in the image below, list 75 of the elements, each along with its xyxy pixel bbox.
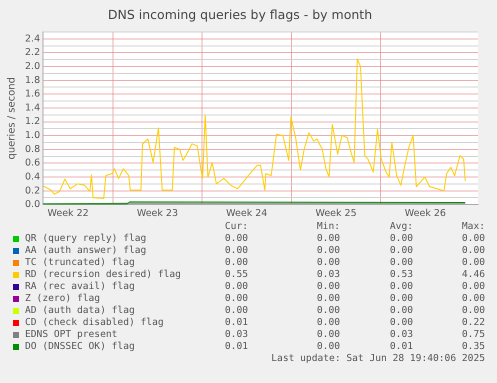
y-tick-label: 0.2: [25, 185, 40, 196]
text: 0.53: [388, 269, 413, 281]
text: 0.00: [316, 317, 340, 329]
legend-label: DO (DNSSEC OK) flag: [25, 341, 135, 353]
y-tick-label: 1.2: [25, 116, 40, 128]
chart-title: DNS incoming queries by flags - by month: [108, 6, 372, 22]
y-tick-label: 1.0: [25, 130, 40, 142]
text: 0.00: [316, 257, 340, 269]
text: 4.46: [460, 269, 485, 281]
x-tick-label: Week 26: [404, 208, 446, 219]
text: 0.00: [224, 245, 248, 257]
text: 0.00: [460, 293, 485, 305]
legend-label: RD (recursion desired) flag: [25, 269, 181, 281]
text: Cur:: [224, 221, 248, 233]
text: 0.22: [460, 317, 485, 329]
text: 0.00: [388, 293, 413, 305]
text: 0.00: [224, 281, 248, 293]
text: 0.00: [316, 329, 340, 341]
y-tick-label: 2.2: [25, 47, 40, 58]
text: 0.03: [224, 329, 248, 341]
text: Max:: [460, 221, 485, 233]
text: 0.75: [460, 329, 485, 341]
text: 0.03: [388, 329, 413, 341]
text: 0.00: [316, 341, 340, 353]
y-tick-label: 1.8: [25, 74, 40, 86]
text: 0.00: [316, 233, 340, 245]
text: Avg:: [388, 221, 413, 233]
legend-label: Z (zero) flag: [25, 293, 100, 305]
text: Min:: [316, 221, 340, 233]
y-tick-label: 2.4: [25, 33, 40, 44]
text: 0.00: [460, 245, 485, 257]
text: 0.00: [224, 305, 248, 317]
y-axis-title: queries / second: [6, 77, 18, 160]
text: 0.00: [388, 305, 413, 317]
text: 0.01: [388, 341, 413, 353]
x-tick-label: Week 23: [136, 208, 178, 219]
legend-label: RA (rec avail) flag: [25, 281, 135, 293]
text: 0.55: [224, 269, 248, 281]
text: 0.00: [316, 281, 340, 293]
legend-label: EDNS OPT present: [25, 329, 118, 341]
y-tick-label: 2.0: [25, 60, 40, 72]
text: Last update: Sat Jun 28 19:40:06 2025: [271, 353, 485, 365]
y-tick-label: 0.4: [25, 171, 40, 182]
text: 0.35: [460, 341, 485, 353]
legend-label: QR (query reply) flag: [25, 233, 146, 245]
text: 0.01: [224, 341, 248, 353]
text: 0.01: [224, 317, 248, 329]
text: 0.00: [224, 293, 248, 305]
text: 0.00: [388, 257, 413, 269]
legend-label: CD (check disabled) flag: [25, 317, 164, 329]
text: 0.00: [224, 233, 248, 245]
legend-label: AA (auth answer) flag: [25, 245, 146, 257]
x-tick-label: Week 22: [48, 208, 89, 219]
text: 0.00: [460, 305, 485, 317]
y-tick-label: 0.8: [25, 144, 40, 155]
legend-label: TC (truncated) flag: [25, 257, 135, 269]
text: 0.00: [388, 233, 413, 245]
legend-label: AD (auth data) flag: [25, 305, 135, 317]
text: 0.00: [460, 257, 485, 269]
text: 0.03: [316, 269, 340, 281]
text: 0.00: [388, 245, 413, 257]
text: 0.00: [388, 281, 413, 293]
text: 0.00: [316, 305, 340, 317]
y-tick-label: 0.6: [25, 158, 40, 169]
text: 0.00: [316, 293, 340, 305]
y-tick-label: 0.0: [25, 199, 40, 210]
y-tick-label: 1.4: [25, 102, 40, 114]
y-tick-label: 1.6: [25, 88, 40, 100]
x-tick-label: Week 24: [226, 208, 268, 219]
text: 0.00: [388, 317, 413, 329]
x-tick-label: Week 25: [315, 208, 357, 219]
text: 0.00: [460, 281, 485, 293]
text: 0.00: [224, 257, 248, 269]
text: 0.00: [460, 233, 485, 245]
text: 0.00: [316, 245, 340, 257]
